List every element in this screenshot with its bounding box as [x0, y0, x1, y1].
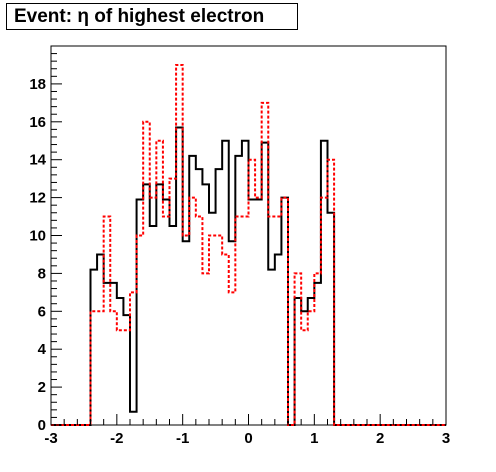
y-tick-label: 2: [38, 379, 46, 396]
y-tick-label: 12: [29, 190, 46, 207]
chart-title: Event: η of highest electron: [6, 3, 298, 30]
y-tick-label: 10: [29, 228, 46, 245]
x-tick-label: -1: [176, 430, 189, 447]
x-tick-label: 1: [310, 430, 318, 447]
series-line-dashed-red: [51, 63, 446, 426]
y-tick-label: 18: [29, 76, 46, 93]
y-tick-label: 4: [38, 341, 47, 358]
y-tick-label: 0: [38, 417, 46, 434]
series-layer: [51, 63, 446, 426]
x-tick-label: -3: [44, 430, 57, 447]
y-tick-label: 8: [38, 265, 46, 282]
x-tick-label: 3: [442, 430, 450, 447]
x-tick-label: 0: [244, 430, 252, 447]
y-tick-label: 6: [38, 303, 46, 320]
x-tick-label: -2: [110, 430, 123, 447]
x-tick-label: 2: [376, 430, 384, 447]
y-tick-label: 16: [29, 114, 46, 131]
y-tick-label: 14: [29, 152, 46, 169]
